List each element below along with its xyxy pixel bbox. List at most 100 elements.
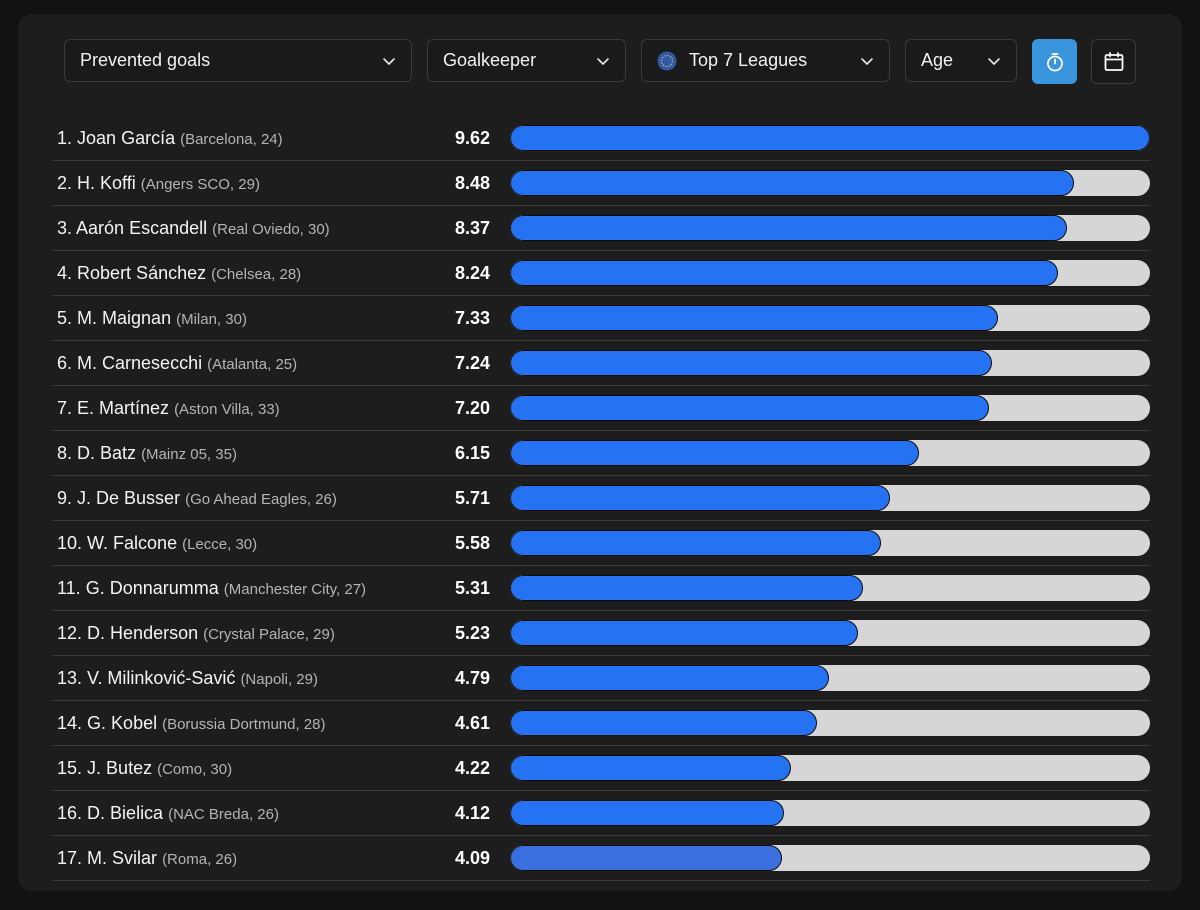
player-rank: 7. [57,398,73,418]
player-rank: 5. [57,308,73,328]
player-row[interactable]: 15. J. Butez (Como, 30) 4.22 [52,746,1150,791]
player-name-text: H. Koffi [77,173,136,193]
player-name-text: Robert Sánchez [77,263,207,283]
player-row[interactable]: 10. W. Falcone (Lecce, 30) 5.58 [52,521,1150,566]
player-label: 17. M. Svilar (Roma, 26) [57,836,237,880]
player-name: 4. Robert Sánchez [57,263,206,283]
bar-track [510,845,1150,871]
league-dropdown-label: Top 7 Leagues [689,50,808,70]
season-calendar-button[interactable] [1091,39,1136,84]
bar-track [510,170,1150,196]
position-dropdown[interactable]: Goalkeeper [427,39,626,82]
player-ranking-list: 1. Joan García (Barcelona, 24) 9.62 2. H. K… [52,116,1150,881]
player-name: 5. M. Maignan [57,308,171,328]
player-row[interactable]: 12. D. Henderson (Crystal Palace, 29) 5.23 [52,611,1150,656]
player-rank: 9. [57,488,73,508]
player-rank: 13. [57,668,83,688]
metric-value: 5.71 [454,488,490,508]
player-club-age: (Mainz 05, 35) [141,446,237,463]
player-rank: 8. [57,443,73,463]
bar-fill [510,215,1067,241]
player-row[interactable]: 6. M. Carnesecchi (Atalanta, 25) 7.24 [52,341,1150,386]
player-row[interactable]: 14. G. Kobel (Borussia Dortmund, 28) 4.61 [52,701,1150,746]
per-90-toggle-button[interactable] [1032,39,1077,84]
bar-fill [510,800,785,826]
filter-bar: Prevented goals Goalkeeper Top 7 Leagues… [64,39,1144,84]
position-dropdown-label: Goalkeeper [443,50,537,70]
player-row[interactable]: 16. D. Bielica (NAC Breda, 26) 4.12 [52,791,1150,836]
player-row[interactable]: 5. M. Maignan (Milan, 30) 7.33 [52,296,1150,341]
player-club-age: (Borussia Dortmund, 28) [162,716,326,733]
player-row[interactable]: 1. Joan García (Barcelona, 24) 9.62 [52,116,1150,161]
metric-value: 4.22 [454,758,490,778]
metric-value: 7.20 [454,398,490,418]
chevron-down-icon [383,58,395,65]
player-club-age: (Crystal Palace, 29) [203,626,335,643]
bar-track [510,530,1150,556]
player-name: 17. M. Svilar [57,848,157,868]
bar-track [510,710,1150,736]
bar-fill [510,620,858,646]
player-label: 14. G. Kobel (Borussia Dortmund, 28) [57,701,326,745]
player-club-age: (NAC Breda, 26) [168,806,279,823]
player-row[interactable]: 4. Robert Sánchez (Chelsea, 28) 8.24 [52,251,1150,296]
player-rank: 17. [57,848,83,868]
player-rank: 2. [57,173,73,193]
bar-fill [510,170,1075,196]
player-label: 3. Aarón Escandell (Real Oviedo, 30) [57,206,330,250]
player-club-age: (Aston Villa, 33) [174,401,280,418]
player-rank: 11. [57,578,81,598]
player-club-age: (Lecce, 30) [182,536,258,553]
player-label: 6. M. Carnesecchi (Atalanta, 25) [57,341,297,385]
player-row[interactable]: 2. H. Koffi (Angers SCO, 29) 8.48 [52,161,1150,206]
player-rank: 1. [57,128,73,148]
player-row[interactable]: 3. Aarón Escandell (Real Oviedo, 30) 8.37 [52,206,1150,251]
player-club-age: (Barcelona, 24) [180,131,283,148]
player-row[interactable]: 17. M. Svilar (Roma, 26) 4.09 [52,836,1150,881]
bar-fill [510,665,829,691]
player-club-age: (Chelsea, 28) [211,266,302,283]
player-rank: 16. [57,803,83,823]
ranking-panel: Prevented goals Goalkeeper Top 7 Leagues… [18,14,1182,891]
metric-value: 8.48 [454,173,490,193]
bar-fill [510,350,992,376]
player-name-text: M. Maignan [77,308,172,328]
player-row[interactable]: 9. J. De Busser (Go Ahead Eagles, 26) 5.71 [52,476,1150,521]
player-label: 1. Joan García (Barcelona, 24) [57,116,283,160]
player-name-text: J. Butez [87,758,153,778]
player-name-text: D. Batz [77,443,137,463]
player-row[interactable]: 13. V. Milinković-Savić (Napoli, 29) 4.79 [52,656,1150,701]
player-row[interactable]: 8. D. Batz (Mainz 05, 35) 6.15 [52,431,1150,476]
bar-track [510,260,1150,286]
player-label: 8. D. Batz (Mainz 05, 35) [57,431,237,475]
player-club-age: (Como, 30) [157,761,233,778]
bar-track [510,620,1150,646]
player-name: 2. H. Koffi [57,173,136,193]
bar-track [510,800,1150,826]
player-name-text: W. Falcone [87,533,178,553]
player-label: 12. D. Henderson (Crystal Palace, 29) [57,611,335,655]
player-label: 7. E. Martínez (Aston Villa, 33) [57,386,280,430]
player-label: 10. W. Falcone (Lecce, 30) [57,521,257,565]
player-row[interactable]: 7. E. Martínez (Aston Villa, 33) 7.20 [52,386,1150,431]
player-name: 7. E. Martínez [57,398,169,418]
metric-value: 4.12 [454,803,490,823]
metric-dropdown[interactable]: Prevented goals [64,39,412,82]
player-name: 12. D. Henderson [57,623,198,643]
bar-track [510,125,1150,151]
metric-value: 8.24 [454,263,490,283]
metric-value: 7.33 [454,308,490,328]
player-club-age: (Napoli, 29) [240,671,318,688]
player-label: 11. G. Donnarumma (Manchester City, 27) [57,566,366,610]
stopwatch-icon [1046,52,1063,71]
player-rank: 3. [57,218,73,238]
player-rank: 12. [57,623,83,643]
bar-fill [510,710,817,736]
bar-fill [510,395,989,421]
player-row[interactable]: 11. G. Donnarumma (Manchester City, 27) 5.… [52,566,1150,611]
sort-dropdown[interactable]: Age [905,39,1017,82]
player-club-age: (Go Ahead Eagles, 26) [185,491,337,508]
league-dropdown[interactable]: Top 7 Leagues [641,39,890,82]
metric-value: 4.61 [454,713,490,733]
europe-flag-icon [657,51,677,70]
